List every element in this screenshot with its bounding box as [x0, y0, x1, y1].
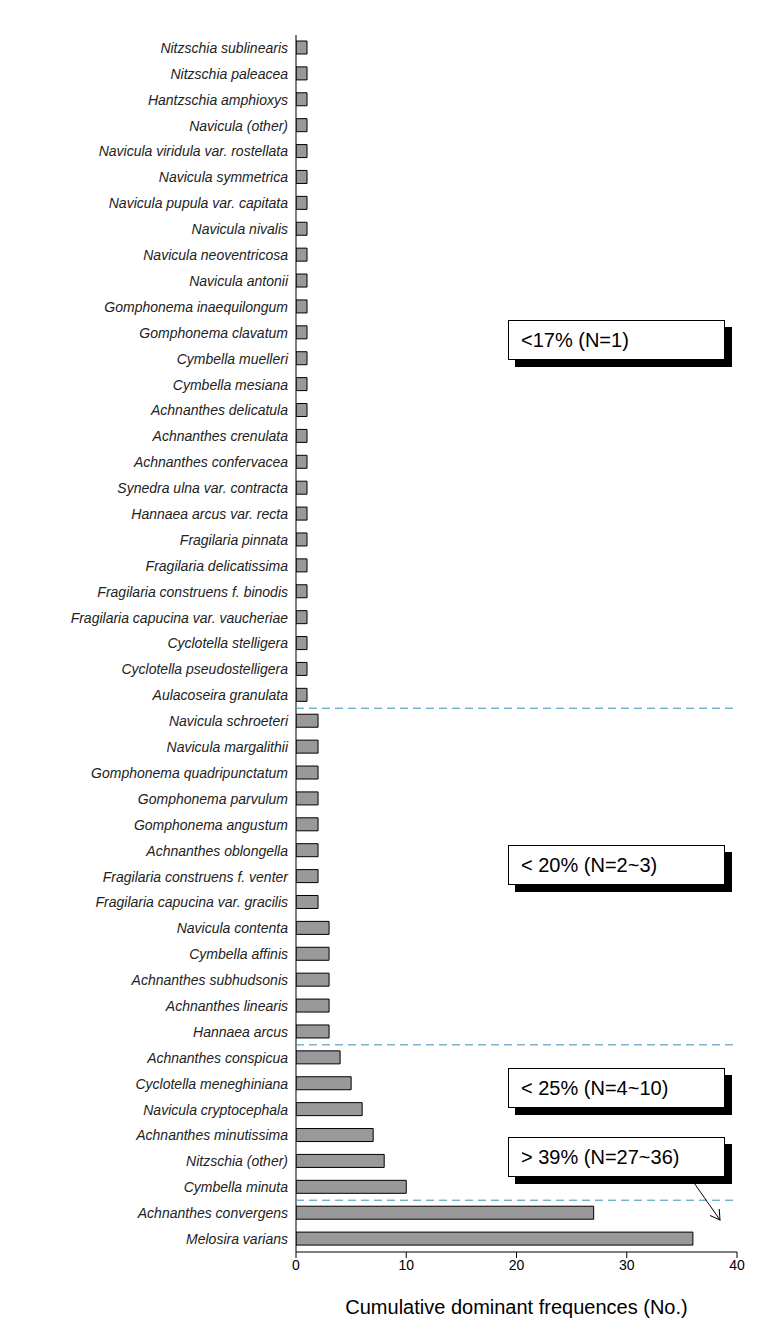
svg-text:Cyclotella stelligera: Cyclotella stelligera: [167, 635, 288, 651]
svg-text:Fragilaria construens f. vente: Fragilaria construens f. venter: [103, 869, 290, 885]
svg-text:Cyclotella pseudostelligera: Cyclotella pseudostelligera: [121, 661, 288, 677]
svg-text:40: 40: [729, 1257, 745, 1273]
svg-text:Synedra ulna var. contracta: Synedra ulna var. contracta: [117, 480, 288, 496]
svg-text:Gomphonema parvulum: Gomphonema parvulum: [138, 791, 289, 807]
svg-text:0: 0: [292, 1257, 300, 1273]
svg-text:Achnanthes confervacea: Achnanthes confervacea: [133, 454, 288, 470]
svg-text:20: 20: [509, 1257, 525, 1273]
svg-text:10: 10: [398, 1257, 414, 1273]
svg-text:Navicula symmetrica: Navicula symmetrica: [159, 169, 288, 185]
html-text:<17% (N=1): <17% (N=1): [521, 329, 629, 351]
svg-text:30: 30: [619, 1257, 635, 1273]
svg-text:Fragilaria capucina var. vauch: Fragilaria capucina var. vaucheriae: [71, 610, 289, 626]
svg-text:Hantzschia amphioxys: Hantzschia amphioxys: [148, 92, 288, 108]
svg-text:Achnanthes crenulata: Achnanthes crenulata: [152, 428, 289, 444]
svg-text:Fragilaria capucina var. graci: Fragilaria capucina var. gracilis: [96, 894, 288, 910]
html-text:< 25% (N=4~10): < 25% (N=4~10): [521, 1077, 669, 1099]
svg-text:Gomphonema quadripunctatum: Gomphonema quadripunctatum: [91, 765, 288, 781]
svg-text:Cymbella minuta: Cymbella minuta: [184, 1179, 288, 1195]
svg-text:Gomphonema angustum: Gomphonema angustum: [134, 817, 288, 833]
svg-text:Achnanthes convergens: Achnanthes convergens: [137, 1205, 288, 1221]
svg-text:Navicula antonii: Navicula antonii: [189, 273, 289, 289]
svg-text:Fragilaria delicatissima: Fragilaria delicatissima: [146, 558, 289, 574]
svg-text:Hannaea arcus: Hannaea arcus: [193, 1024, 288, 1040]
svg-text:Navicula contenta: Navicula contenta: [177, 920, 289, 936]
svg-text:Navicula cryptocephala: Navicula cryptocephala: [143, 1102, 288, 1118]
svg-text:Aulacoseira granulata: Aulacoseira granulata: [152, 687, 289, 703]
svg-text:Navicula neoventricosa: Navicula neoventricosa: [143, 247, 288, 263]
svg-text:Hannaea arcus var. recta: Hannaea arcus var. recta: [131, 506, 288, 522]
svg-text:Melosira varians: Melosira varians: [186, 1231, 288, 1247]
html-text:< 20% (N=2~3): < 20% (N=2~3): [521, 854, 658, 876]
svg-text:Cyclotella meneghiniana: Cyclotella meneghiniana: [135, 1076, 288, 1092]
svg-text:Navicula (other): Navicula (other): [189, 118, 288, 134]
svg-text:Achnanthes delicatula: Achnanthes delicatula: [150, 402, 288, 418]
svg-text:Achnanthes conspicua: Achnanthes conspicua: [146, 1050, 288, 1066]
svg-text:Gomphonema clavatum: Gomphonema clavatum: [139, 325, 288, 341]
svg-text:Navicula viridula var. rostell: Navicula viridula var. rostellata: [99, 143, 289, 159]
svg-text:Navicula nivalis: Navicula nivalis: [192, 221, 288, 237]
svg-text:Navicula schroeteri: Navicula schroeteri: [169, 713, 289, 729]
svg-text:Fragilaria pinnata: Fragilaria pinnata: [180, 532, 288, 548]
svg-text:Nitzschia sublinearis: Nitzschia sublinearis: [160, 40, 288, 56]
svg-text:Achnanthes linearis: Achnanthes linearis: [165, 998, 288, 1014]
svg-text:Navicula margalithii: Navicula margalithii: [167, 739, 289, 755]
svg-text:Cymbella mesiana: Cymbella mesiana: [173, 377, 288, 393]
svg-text:Cymbella muelleri: Cymbella muelleri: [177, 351, 289, 367]
html-text:> 39% (N=27~36): > 39% (N=27~36): [521, 1146, 680, 1168]
svg-text:Cymbella affinis: Cymbella affinis: [189, 946, 288, 962]
svg-text:Nitzschia (other): Nitzschia (other): [186, 1153, 288, 1169]
svg-text:Achnanthes minutissima: Achnanthes minutissima: [135, 1127, 288, 1143]
svg-text:Navicula pupula var. capitata: Navicula pupula var. capitata: [109, 195, 288, 211]
svg-text:Gomphonema inaequilongum: Gomphonema inaequilongum: [104, 299, 288, 315]
svg-text:Achnanthes subhudsonis: Achnanthes subhudsonis: [131, 972, 288, 988]
svg-text:Fragilaria construens f. binod: Fragilaria construens f. binodis: [97, 584, 288, 600]
svg-text:Achnanthes oblongella: Achnanthes oblongella: [145, 843, 288, 859]
svg-text:Nitzschia paleacea: Nitzschia paleacea: [170, 66, 288, 82]
svg-text:Cumulative dominant frequences: Cumulative dominant frequences (No.): [345, 1296, 687, 1318]
